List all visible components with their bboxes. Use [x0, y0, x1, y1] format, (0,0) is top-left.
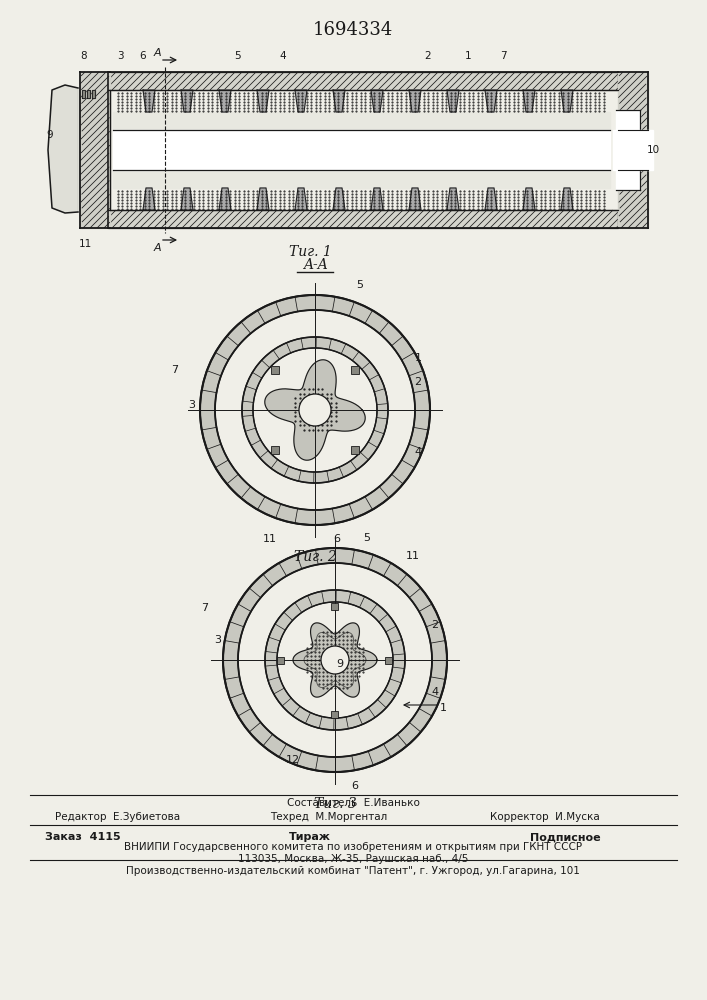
- Polygon shape: [219, 188, 231, 210]
- Polygon shape: [447, 90, 459, 112]
- Text: 1694334: 1694334: [313, 21, 393, 39]
- Polygon shape: [113, 130, 610, 170]
- FancyBboxPatch shape: [351, 366, 359, 374]
- Text: 2: 2: [425, 51, 431, 61]
- Polygon shape: [265, 360, 366, 460]
- Text: 6: 6: [140, 51, 146, 61]
- Polygon shape: [561, 188, 573, 210]
- Polygon shape: [181, 90, 193, 112]
- Text: 5: 5: [235, 51, 241, 61]
- Text: 2: 2: [414, 377, 421, 387]
- Text: 6: 6: [334, 534, 341, 544]
- FancyBboxPatch shape: [271, 446, 279, 454]
- Circle shape: [321, 646, 349, 674]
- Polygon shape: [257, 90, 269, 112]
- Text: 7: 7: [171, 365, 179, 375]
- Polygon shape: [80, 90, 110, 210]
- Polygon shape: [181, 188, 193, 210]
- Text: Тираж: Тираж: [289, 832, 331, 842]
- Text: 12: 12: [286, 755, 300, 765]
- Text: 4: 4: [280, 51, 286, 61]
- Text: 6: 6: [351, 781, 358, 791]
- Text: 113035, Москва, Ж-35, Раушская наб., 4/5: 113035, Москва, Ж-35, Раушская наб., 4/5: [238, 854, 468, 864]
- Polygon shape: [92, 90, 95, 98]
- Text: 11: 11: [406, 551, 420, 561]
- Text: 5: 5: [356, 280, 363, 290]
- Text: Производственно-издательский комбинат "Патент", г. Ужгород, ул.Гагарина, 101: Производственно-издательский комбинат "П…: [126, 866, 580, 876]
- Text: Τиг. 3: Τиг. 3: [314, 797, 356, 811]
- Text: 3: 3: [189, 400, 196, 410]
- Polygon shape: [48, 85, 78, 213]
- FancyBboxPatch shape: [351, 446, 359, 454]
- FancyBboxPatch shape: [278, 656, 284, 664]
- Text: A: A: [153, 243, 160, 253]
- Text: 3: 3: [117, 51, 123, 61]
- Polygon shape: [295, 90, 307, 112]
- Polygon shape: [485, 90, 497, 112]
- Text: 5: 5: [363, 533, 370, 543]
- PathPatch shape: [265, 590, 405, 730]
- Polygon shape: [485, 188, 497, 210]
- PathPatch shape: [242, 337, 388, 483]
- Text: 7: 7: [201, 603, 209, 613]
- Bar: [108, 72, 618, 90]
- Text: Τиг. 2: Τиг. 2: [293, 550, 337, 564]
- Polygon shape: [219, 90, 231, 112]
- Polygon shape: [616, 110, 640, 190]
- Text: Техред  М.Моргентал: Техред М.Моргентал: [270, 812, 387, 822]
- Text: Τиг. 1: Τиг. 1: [288, 245, 332, 259]
- PathPatch shape: [200, 295, 430, 525]
- Text: A-A: A-A: [303, 258, 327, 272]
- Text: Составитель  Е.Иванько: Составитель Е.Иванько: [286, 798, 419, 808]
- Text: 9: 9: [47, 130, 53, 140]
- Text: Подписное: Подписное: [530, 832, 601, 842]
- Text: 10: 10: [646, 145, 660, 155]
- Polygon shape: [561, 90, 573, 112]
- Text: 11: 11: [78, 239, 92, 249]
- Polygon shape: [613, 130, 653, 170]
- Polygon shape: [293, 623, 377, 697]
- Polygon shape: [333, 188, 345, 210]
- Polygon shape: [371, 90, 383, 112]
- Text: Корректор  И.Муска: Корректор И.Муска: [490, 812, 600, 822]
- Polygon shape: [409, 90, 421, 112]
- Polygon shape: [618, 72, 648, 228]
- Text: 4: 4: [414, 447, 421, 457]
- Polygon shape: [371, 188, 383, 210]
- Text: 2: 2: [431, 620, 438, 630]
- Text: ВНИИПИ Государсвенного комитета по изобретениям и открытиям при ГКНТ СССР: ВНИИПИ Государсвенного комитета по изобр…: [124, 842, 582, 852]
- Polygon shape: [447, 188, 459, 210]
- Circle shape: [299, 394, 331, 426]
- Text: 4: 4: [431, 687, 438, 697]
- Text: Заказ  4115: Заказ 4115: [45, 832, 121, 842]
- Text: A: A: [153, 48, 160, 58]
- Polygon shape: [113, 112, 610, 188]
- FancyBboxPatch shape: [271, 366, 279, 374]
- Polygon shape: [523, 90, 535, 112]
- Polygon shape: [143, 90, 155, 112]
- FancyBboxPatch shape: [385, 656, 392, 664]
- Polygon shape: [143, 188, 155, 210]
- Text: 1: 1: [414, 353, 421, 363]
- Text: 1: 1: [464, 51, 472, 61]
- Polygon shape: [257, 188, 269, 210]
- Polygon shape: [523, 188, 535, 210]
- PathPatch shape: [223, 548, 447, 772]
- Polygon shape: [80, 72, 110, 228]
- Text: 7: 7: [500, 51, 506, 61]
- FancyBboxPatch shape: [332, 602, 339, 609]
- Text: Редактор  Е.Зубиетова: Редактор Е.Зубиетова: [55, 812, 180, 822]
- Polygon shape: [409, 188, 421, 210]
- Polygon shape: [82, 90, 85, 98]
- Polygon shape: [87, 90, 90, 98]
- Polygon shape: [295, 188, 307, 210]
- Text: 9: 9: [337, 659, 344, 669]
- Text: 3: 3: [214, 635, 221, 645]
- Polygon shape: [333, 90, 345, 112]
- FancyBboxPatch shape: [332, 710, 339, 718]
- Text: 8: 8: [81, 51, 87, 61]
- Bar: [108, 210, 618, 228]
- Text: 1: 1: [440, 703, 447, 713]
- Text: 11: 11: [263, 534, 277, 544]
